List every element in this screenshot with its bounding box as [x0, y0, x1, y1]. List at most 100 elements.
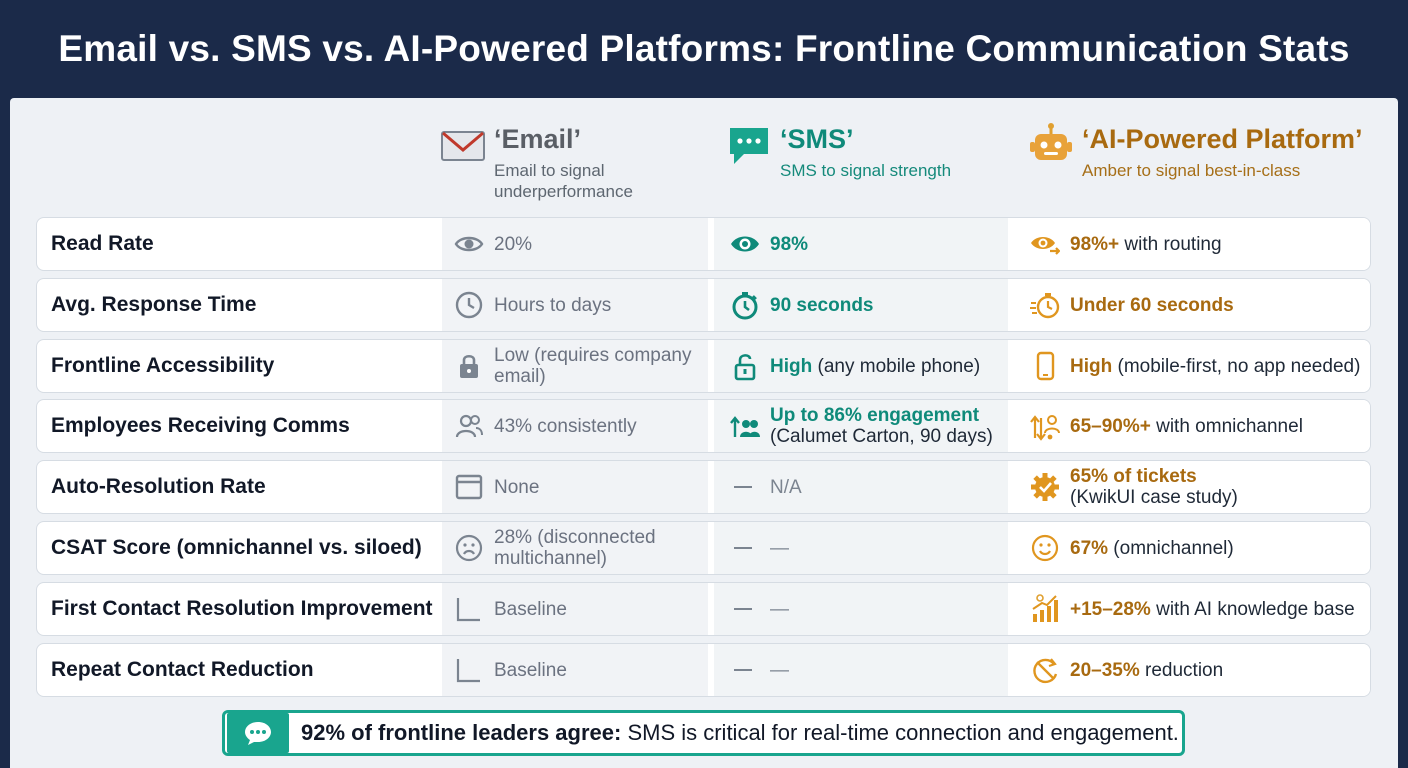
- cell-email-text: None: [494, 476, 540, 498]
- row-label: Avg. Response Time: [51, 293, 257, 316]
- smile-face-icon: [1031, 534, 1059, 562]
- cell-email-text: 43% consistently: [494, 415, 637, 437]
- cell-email-text: Hours to days: [494, 294, 612, 316]
- cell-ai-highlight: Under 60 seconds: [1070, 294, 1234, 316]
- column-title-email: ‘Email’: [494, 124, 582, 154]
- column-subtitle-email: Email to signal underperformance: [494, 161, 633, 201]
- eye-icon: [454, 236, 484, 252]
- clock-icon: [455, 291, 483, 319]
- cell-ai: +15–28% with AI knowledge base: [1012, 583, 1370, 635]
- row-label: Frontline Accessibility: [51, 354, 275, 377]
- column-title-ai: ‘AI-Powered Platform’: [1082, 124, 1363, 154]
- cell-ai-highlight: 65% of tickets: [1070, 466, 1197, 487]
- growth-chart-icon: [1032, 594, 1058, 622]
- cell-ai-detail: with routing: [1119, 233, 1222, 255]
- cell-ai-detail: (mobile-first, no app needed): [1112, 355, 1361, 377]
- cell-email: 28% (disconnected multichannel): [442, 522, 708, 574]
- eye-routing-icon: [1031, 237, 1060, 255]
- cell-email-text: Baseline: [494, 659, 567, 681]
- cell-ai-detail: (KwikUI case study): [1070, 487, 1238, 508]
- cell-sms-highlight: 90 seconds: [770, 294, 874, 316]
- cell-email: Hours to days: [442, 279, 708, 331]
- cell-sms: Up to 86% engagement (Calumet Carton, 90 …: [714, 400, 1008, 452]
- cell-sms: —: [714, 522, 1008, 574]
- cell-email: None: [442, 461, 708, 513]
- table-row: Avg. Response Time Hours to days 90 second…: [36, 278, 1371, 332]
- cell-email: Baseline: [442, 583, 708, 635]
- cell-sms-text: —: [770, 537, 789, 559]
- cell-ai-detail: (omnichannel): [1108, 537, 1234, 559]
- unlock-icon: [734, 354, 756, 381]
- cell-sms: —: [714, 583, 1008, 635]
- cell-email: 43% consistently: [442, 400, 708, 452]
- cell-sms: High (any mobile phone): [714, 340, 1008, 392]
- stopwatch-icon: [732, 292, 758, 320]
- dash-icon: [734, 608, 752, 610]
- cell-sms: N/A: [714, 461, 1008, 513]
- cell-ai-highlight: 65–90%+: [1070, 415, 1151, 437]
- envelope-icon: [441, 131, 485, 161]
- row-label: Repeat Contact Reduction: [51, 658, 314, 681]
- footer-text: 92% of frontline leaders agree: SMS is c…: [301, 720, 1179, 746]
- column-header-ai: ‘AI-Powered Platform’ Amber to signal be…: [1028, 122, 1363, 181]
- cell-ai-detail: reduction: [1139, 659, 1224, 681]
- chat-bubble-icon: [245, 722, 271, 745]
- column-title-sms: ‘SMS’: [780, 124, 854, 154]
- table-row: First Contact Resolution Improvement Base…: [36, 582, 1371, 636]
- eye-icon: [731, 236, 759, 252]
- cell-ai: 65% of tickets (KwikUI case study): [1012, 461, 1370, 513]
- chat-bubble-icon: [730, 128, 768, 164]
- cell-sms-text: N/A: [770, 476, 802, 498]
- row-label: Read Rate: [51, 232, 154, 255]
- dash-icon: [734, 669, 752, 671]
- cell-ai: 67% (omnichannel): [1012, 522, 1370, 574]
- cell-ai: High (mobile-first, no app needed): [1012, 340, 1370, 392]
- table-row: Auto-Resolution Rate None N/A 65% of ticket…: [36, 460, 1371, 514]
- cell-sms: 90 seconds: [714, 279, 1008, 331]
- window-icon: [455, 474, 483, 500]
- cell-sms-text: —: [770, 659, 789, 681]
- footer-callout: 92% of frontline leaders agree: SMS is c…: [222, 710, 1185, 756]
- title-bar: Email vs. SMS vs. AI-Powered Platforms: …: [0, 0, 1408, 98]
- sad-face-icon: [455, 534, 483, 562]
- table-row: Frontline Accessibility Low (requires com…: [36, 339, 1371, 393]
- footer-icon-box: [227, 713, 289, 753]
- cell-ai-highlight: +15–28%: [1070, 598, 1151, 620]
- row-label: Auto-Resolution Rate: [51, 475, 266, 498]
- cell-email-text: Low (requires company email): [494, 345, 692, 387]
- flat-chart-icon: [456, 659, 480, 683]
- column-header-email: ‘Email’ Email to signal underperformance: [440, 122, 654, 202]
- dash-icon: [734, 547, 752, 549]
- footer-text-bold: 92% of frontline leaders agree:: [301, 720, 622, 745]
- cell-ai: 98%+ with routing: [1012, 218, 1370, 270]
- cell-ai-highlight: High: [1070, 355, 1113, 377]
- cell-email: Low (requires company email): [442, 340, 708, 392]
- cell-sms-text: —: [770, 598, 789, 620]
- cell-email-text: 20%: [494, 233, 533, 255]
- cell-ai: 65–90%+ with omnichannel: [1012, 400, 1370, 452]
- cell-email-text: Baseline: [494, 598, 567, 620]
- flat-chart-icon: [456, 598, 480, 622]
- cell-sms: 98%: [714, 218, 1008, 270]
- reduce-cycle-icon: [1033, 658, 1058, 684]
- lock-icon: [460, 354, 478, 378]
- page-title: Email vs. SMS vs. AI-Powered Platforms: …: [58, 28, 1350, 69]
- cell-sms-highlight: Up to 86% engagement: [770, 405, 980, 426]
- cell-ai: 20–35% reduction: [1012, 644, 1370, 696]
- mobile-phone-icon: [1036, 351, 1055, 381]
- cell-email: Baseline: [442, 644, 708, 696]
- cell-ai-detail: with omnichannel: [1150, 415, 1303, 437]
- cell-ai-highlight: 20–35%: [1070, 659, 1140, 681]
- users-up-icon: [730, 416, 760, 437]
- column-subtitle-ai: Amber to signal best-in-class: [1082, 161, 1301, 180]
- cell-sms-highlight: High: [770, 355, 813, 377]
- cell-email-text: 28% (disconnected multichannel): [494, 527, 656, 569]
- footer-text-plain: SMS is critical for real-time connection…: [621, 720, 1179, 745]
- cell-ai-detail: with AI knowledge base: [1150, 598, 1355, 620]
- table-row: Repeat Contact Reduction Baseline — 20–35% …: [36, 643, 1371, 697]
- cell-email: 20%: [442, 218, 708, 270]
- column-subtitle-sms: SMS to signal strength: [780, 161, 952, 180]
- user-arrows-icon: [1030, 415, 1060, 441]
- table-row: Read Rate 20% 98% 98%+ with routing: [36, 217, 1371, 271]
- fast-stopwatch-icon: [1030, 293, 1060, 319]
